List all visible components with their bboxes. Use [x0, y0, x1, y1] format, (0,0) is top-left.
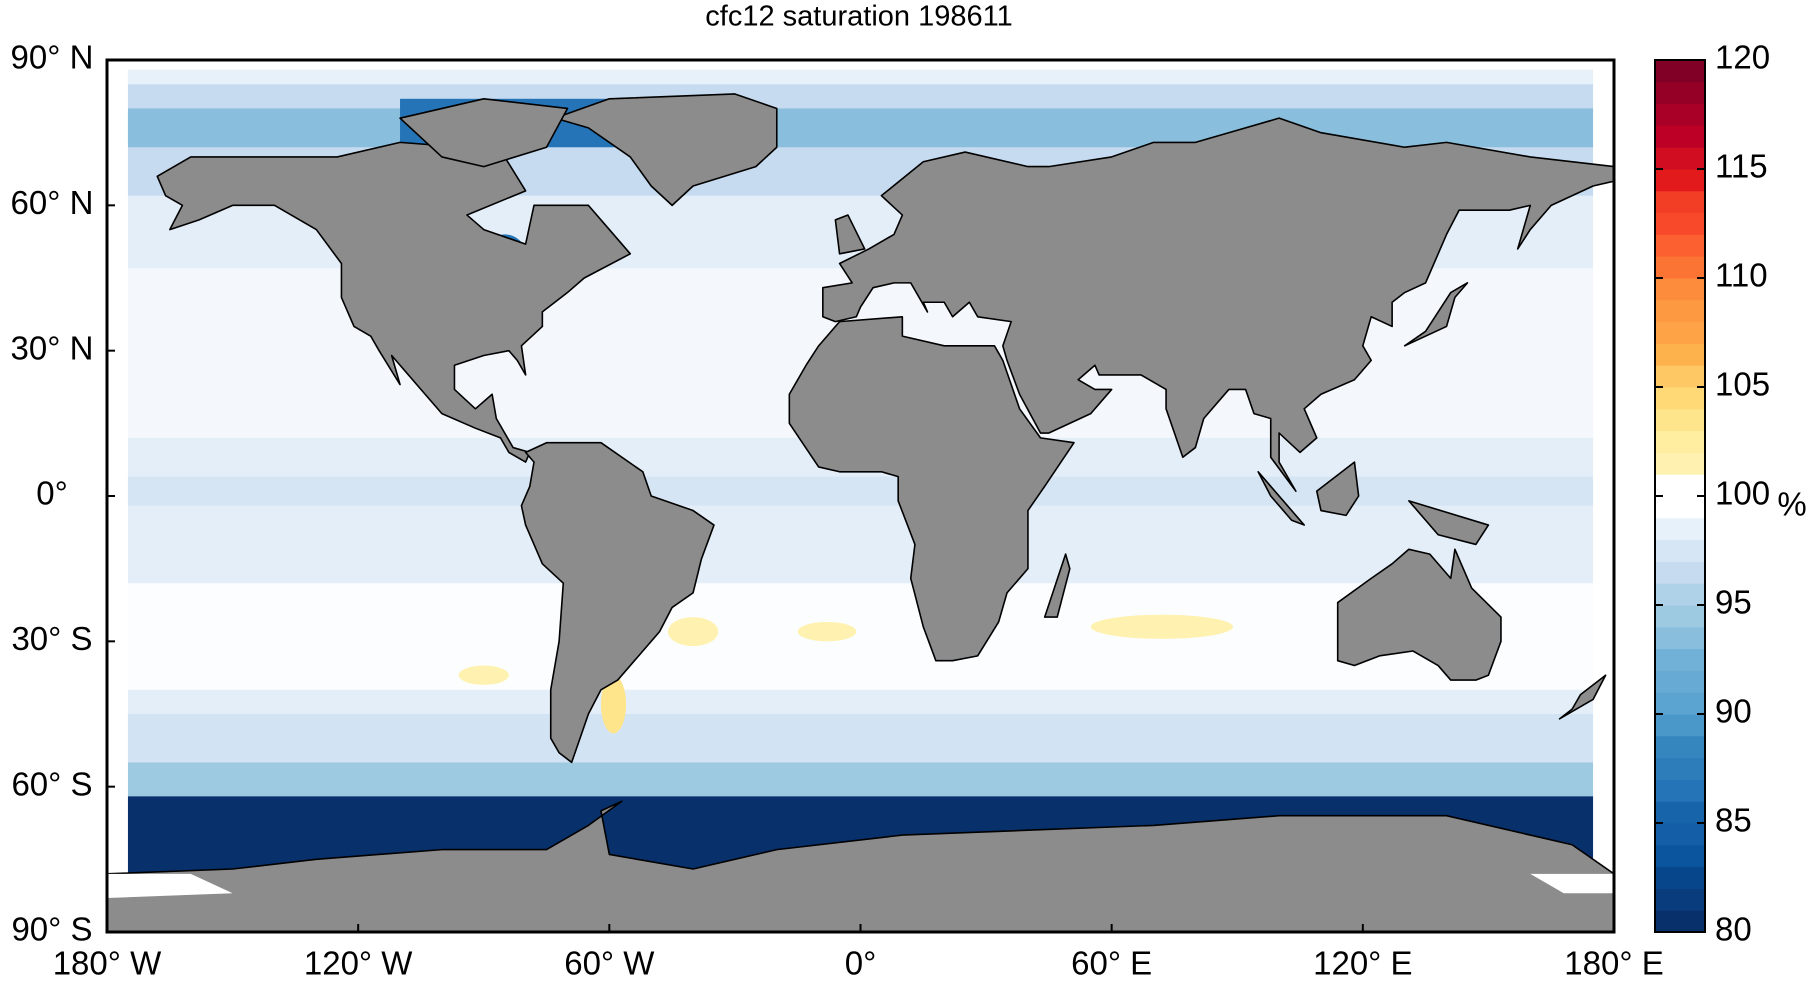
- colorbar-segment: [1655, 823, 1705, 846]
- colorbar-segment: [1655, 147, 1705, 170]
- x-tick-label: 120° E: [1313, 945, 1412, 982]
- colorbar-segment: [1655, 452, 1705, 475]
- colorbar-label: %: [1777, 486, 1806, 523]
- y-tick-label: 60° S: [11, 765, 92, 802]
- map-area: [107, 60, 1614, 932]
- colorbar-segment: [1655, 605, 1705, 628]
- colorbar-segment: [1655, 692, 1705, 715]
- y-tick-label: 30° N: [11, 329, 94, 366]
- colorbar-tick-label: 105: [1715, 366, 1770, 403]
- colorbar-segment: [1655, 81, 1705, 105]
- map-layer: [107, 60, 1614, 932]
- x-tick-label: 180° E: [1564, 945, 1663, 982]
- colorbar-segment: [1655, 801, 1705, 824]
- y-tick-label: 60° N: [11, 184, 94, 221]
- colorbar-segment: [1655, 278, 1705, 301]
- colorbar-segment: [1655, 714, 1705, 737]
- colorbar-segment: [1655, 60, 1705, 83]
- y-tick-label: 90° S: [11, 911, 92, 948]
- x-tick-label: 60° E: [1071, 945, 1152, 982]
- x-tick-label: 180° W: [53, 945, 162, 982]
- colorbar-segment: [1655, 583, 1705, 606]
- colorbar-segment: [1655, 626, 1705, 650]
- colorbar-segment: [1655, 256, 1705, 279]
- colorbar-segment: [1655, 190, 1705, 214]
- colorbar-segment: [1655, 408, 1705, 432]
- colorbar-tick-label: 120: [1715, 39, 1770, 76]
- x-tick-label: 60° W: [564, 945, 655, 982]
- colorbar-segment: [1655, 125, 1705, 148]
- colorbar-tick-label: 80: [1715, 911, 1752, 948]
- colorbar-segment: [1655, 103, 1705, 126]
- colorbar-segment: [1655, 735, 1705, 759]
- colorbar-tick-label: 95: [1715, 584, 1752, 621]
- colorbar-segment: [1655, 670, 1705, 693]
- colorbar-segment: [1655, 343, 1705, 366]
- colorbar-segment: [1655, 299, 1705, 323]
- colorbar-segment: [1655, 844, 1705, 868]
- colorbar-segment: [1655, 430, 1705, 453]
- colorbar-segment: [1655, 496, 1705, 519]
- colorbar-segment: [1655, 365, 1705, 388]
- chart-title: cfc12 saturation 198611: [705, 1, 1012, 33]
- x-tick-label: 120° W: [304, 945, 413, 982]
- colorbar-segment: [1655, 866, 1705, 889]
- colorbar-segment: [1655, 561, 1705, 584]
- colorbar-tick-label: 110: [1715, 257, 1768, 294]
- colorbar-segment: [1655, 648, 1705, 671]
- colorbar-segment: [1655, 387, 1705, 410]
- x-tick-label: 0°: [845, 945, 877, 982]
- colorbar-segment: [1655, 779, 1705, 802]
- colorbar-segment: [1655, 888, 1705, 911]
- colorbar-segment: [1655, 212, 1705, 235]
- colorbar-segment: [1655, 757, 1705, 780]
- colorbar-tick-label: 100: [1715, 475, 1770, 512]
- colorbar-segment: [1655, 910, 1705, 933]
- y-tick-label: 30° S: [11, 620, 92, 657]
- colorbar-segment: [1655, 539, 1705, 562]
- colorbar-segment: [1655, 234, 1705, 257]
- y-tick-label: 90° N: [11, 39, 94, 76]
- y-tick-label: 0°: [36, 475, 68, 512]
- colorbar-segment: [1655, 517, 1705, 541]
- colorbar-tick-label: 85: [1715, 802, 1752, 839]
- colorbar-segment: [1655, 169, 1705, 192]
- colorbar-tick-label: 115: [1715, 148, 1768, 185]
- colorbar-segment: [1655, 321, 1705, 344]
- colorbar-tick-label: 90: [1715, 693, 1752, 730]
- colorbar-segment: [1655, 474, 1705, 497]
